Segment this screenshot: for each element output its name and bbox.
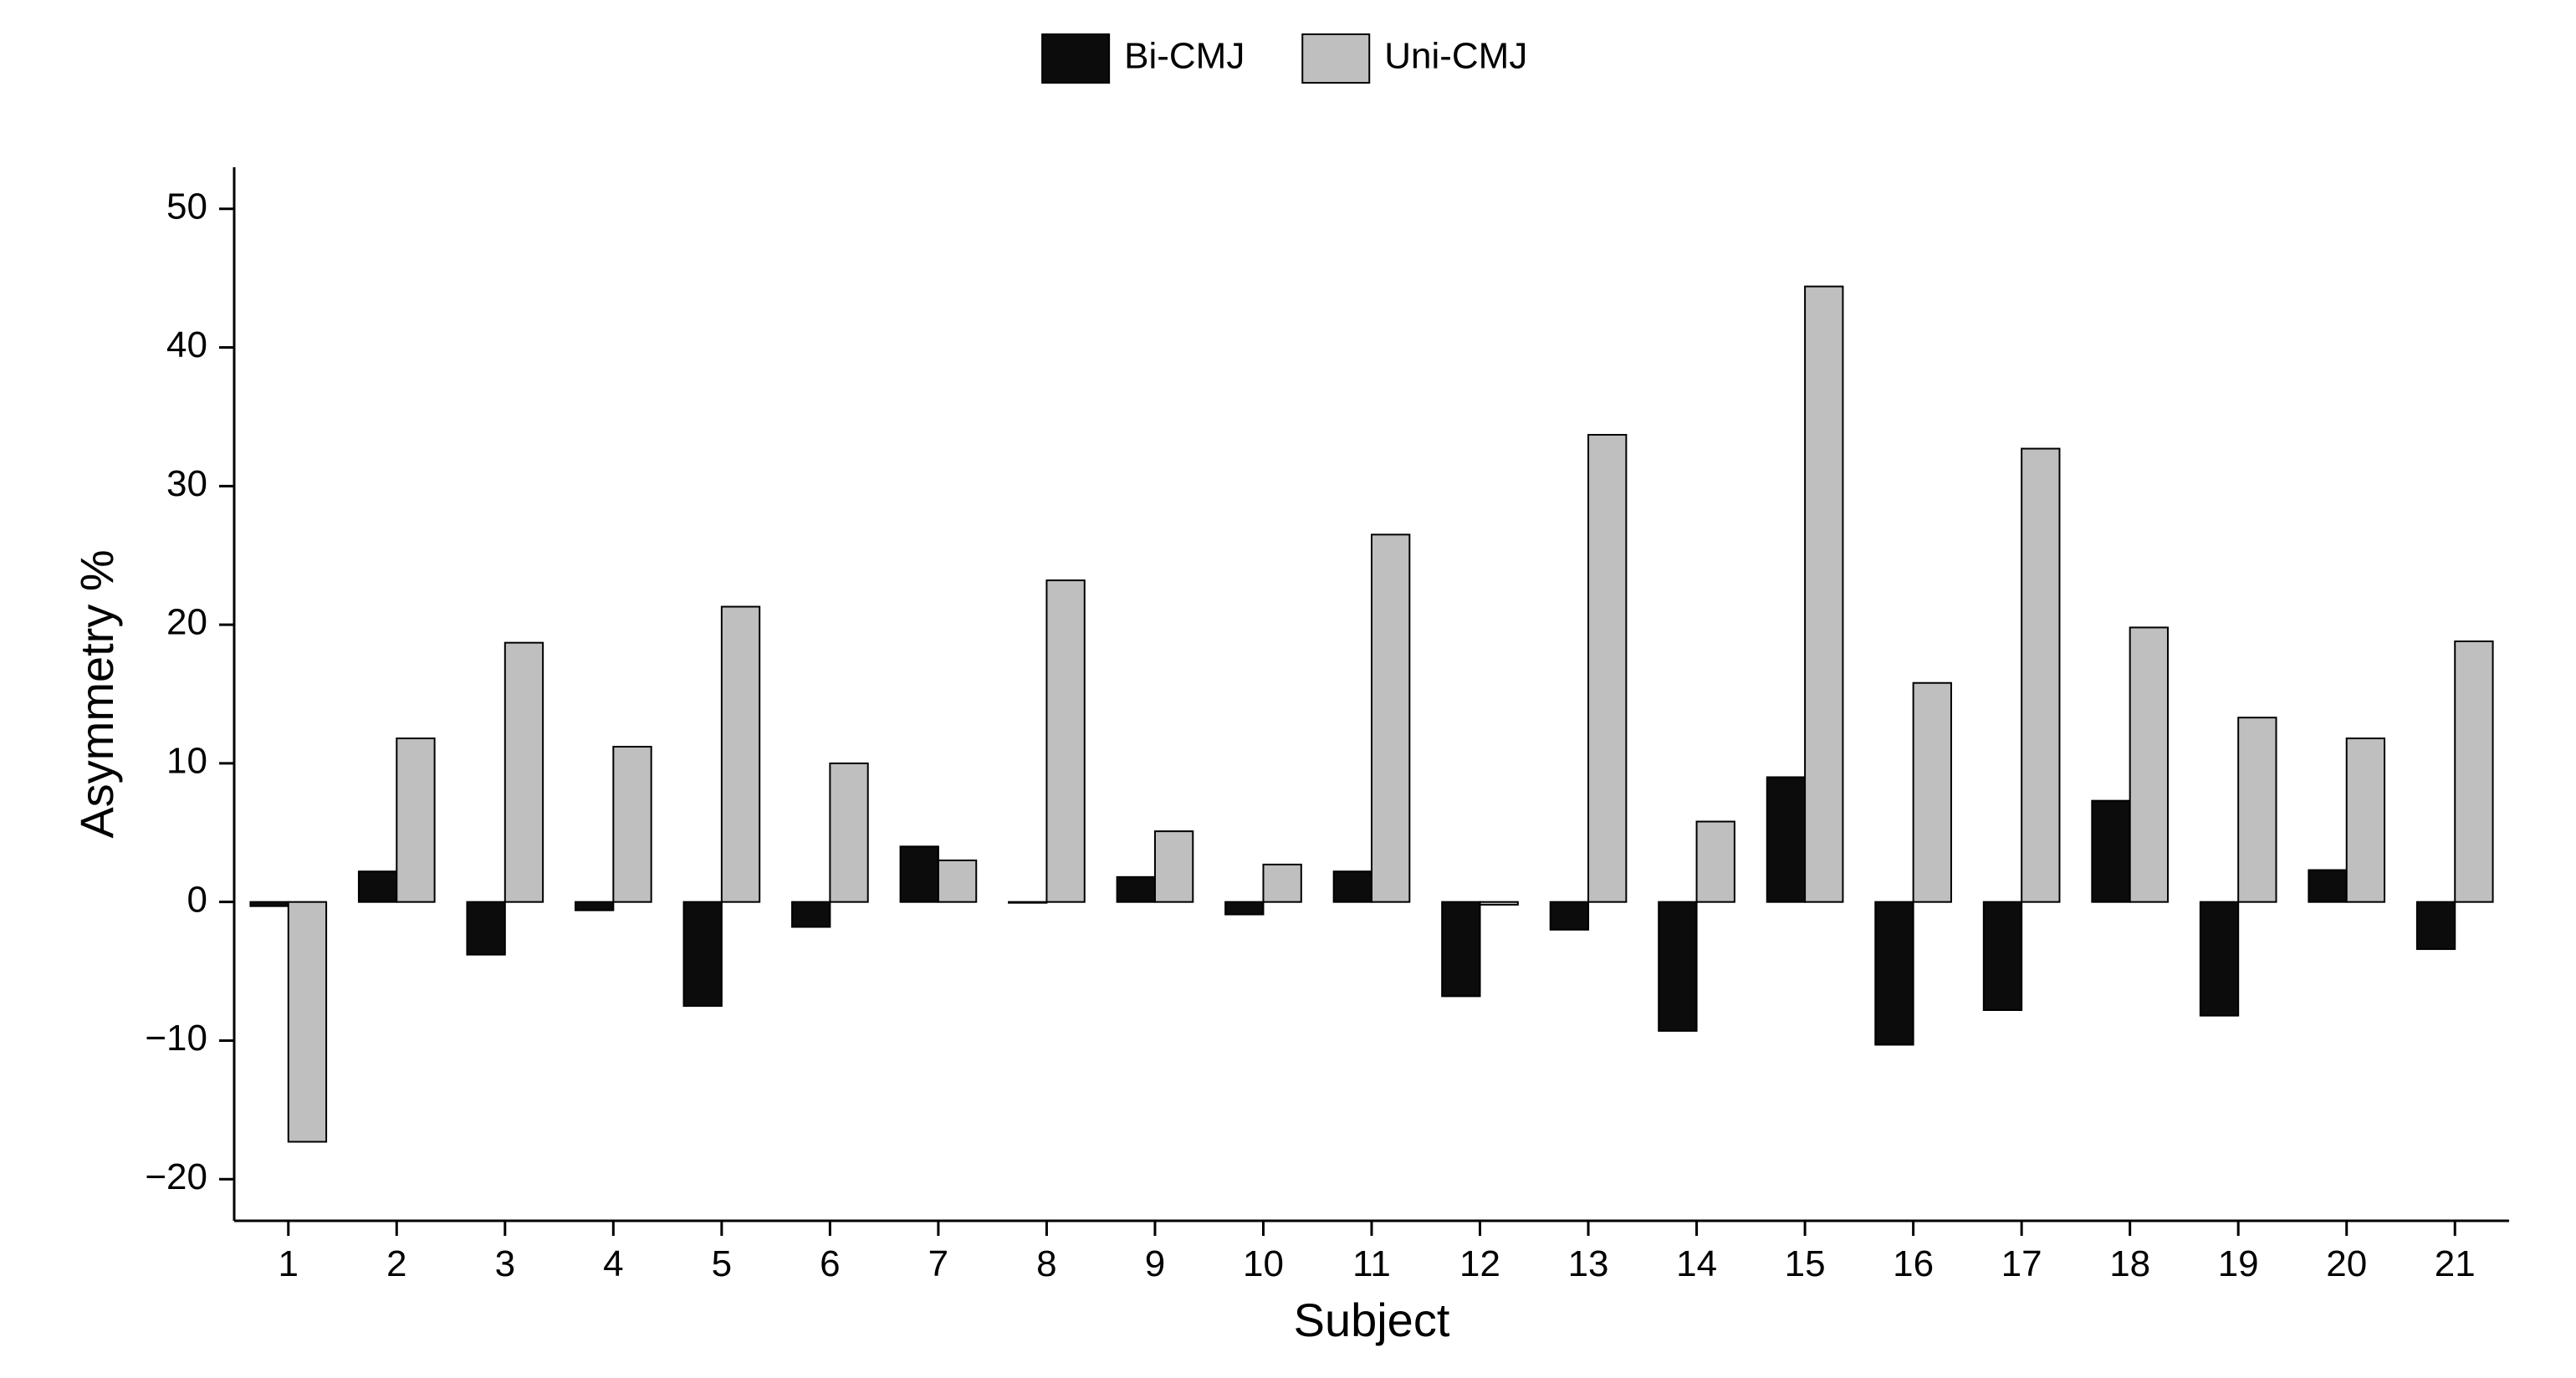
bar [1480,902,1518,905]
bar [1588,435,1626,902]
bar [289,902,326,1142]
x-axis-title: Subject [1294,1294,1450,1346]
bar [792,902,830,927]
bar [1875,902,1913,1045]
bar [2238,717,2276,902]
y-tick-label: −20 [145,1156,207,1197]
x-tick-label: 5 [712,1243,732,1284]
legend-swatch [1302,34,1369,83]
y-tick-label: 0 [187,879,207,920]
legend-item: Uni-CMJ [1302,34,1527,83]
bar [1697,822,1735,902]
bar [613,747,651,902]
x-tick-label: 20 [2326,1243,2367,1284]
x-tick-label: 4 [603,1243,623,1284]
bar [1155,831,1193,902]
x-tick-label: 12 [1459,1243,1500,1284]
bar [250,902,288,906]
legend-item: Bi-CMJ [1042,34,1245,83]
bar [2347,738,2384,902]
bar [938,860,976,902]
x-tick-label: 18 [2109,1243,2150,1284]
bar [1984,902,2021,1010]
y-tick-label: 40 [166,324,207,365]
bar [2200,902,2238,1016]
y-tick-label: 50 [166,186,207,227]
x-tick-label: 14 [1676,1243,1717,1284]
chart-background [0,0,2576,1378]
bar [1767,777,1805,901]
legend-swatch [1042,34,1109,83]
y-tick-label: 30 [166,463,207,504]
bar [2130,627,2168,901]
y-tick-label: 10 [166,741,207,782]
x-tick-label: 6 [820,1243,840,1284]
x-tick-label: 13 [1568,1243,1609,1284]
bar [1551,902,1588,930]
bar [1442,902,1480,997]
legend-label: Bi-CMJ [1124,36,1245,77]
legend-label: Uni-CMJ [1384,36,1527,77]
x-tick-label: 9 [1145,1243,1165,1284]
bar [2021,449,2059,902]
x-tick-label: 21 [2435,1243,2476,1284]
x-tick-label: 7 [928,1243,948,1284]
bar [1914,683,1951,902]
bar [1659,902,1696,1031]
bar [722,607,759,902]
x-tick-label: 16 [1893,1243,1934,1284]
bar [359,871,396,901]
chart-container: Bi-CMJ Uni-CMJ −20 −10 0 10 20 30 40 50 Asymmetry … [0,0,2576,1378]
bar [396,738,434,902]
x-tick-label: 2 [386,1243,406,1284]
x-tick-label: 19 [2218,1243,2259,1284]
bar [1263,865,1301,902]
bar [901,846,938,901]
bar [830,763,867,902]
y-axis-title: Asymmetry % [70,549,123,838]
x-tick-label: 3 [495,1243,515,1284]
bar [2417,902,2455,949]
bar [1225,902,1263,915]
bar [467,902,504,955]
bar [1009,902,1046,903]
bar [575,902,613,911]
y-tick-label: −10 [145,1018,207,1059]
y-tick-label: 20 [166,602,207,643]
x-tick-label: 8 [1036,1243,1056,1284]
x-tick-label: 15 [1785,1243,1826,1284]
bar [2455,641,2492,902]
bar [1046,580,1084,902]
x-tick-label: 11 [1352,1243,1391,1284]
asymmetry-bar-chart: Bi-CMJ Uni-CMJ −20 −10 0 10 20 30 40 50 Asymmetry … [0,0,2576,1378]
bar [684,902,722,1006]
bar [2092,801,2129,902]
x-tick-label: 10 [1243,1243,1284,1284]
bar [1372,534,1409,901]
bar [2308,870,2346,902]
bar [505,643,543,902]
x-tick-label: 17 [2001,1243,2042,1284]
bar [1805,287,1843,902]
bar [1117,877,1155,902]
bar [1334,871,1372,901]
x-tick-label: 1 [279,1243,299,1284]
